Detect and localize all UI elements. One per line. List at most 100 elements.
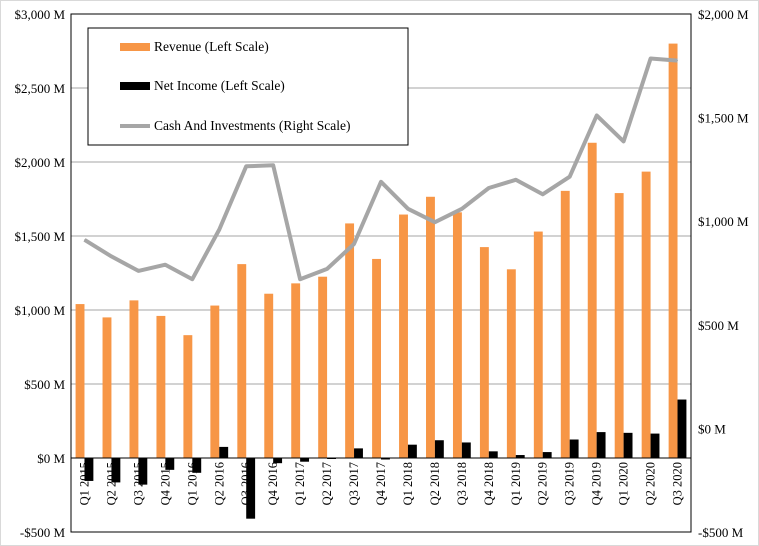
left-axis-tick-label: $500 M xyxy=(24,377,65,392)
net-income-bar xyxy=(111,458,121,483)
revenue-bar xyxy=(129,300,139,458)
cash-point xyxy=(461,208,463,210)
x-axis-tick-label: Q1 2019 xyxy=(509,462,523,505)
net-income-bar xyxy=(165,458,175,470)
legend-revenue-label: Revenue (Left Scale) xyxy=(154,39,269,54)
revenue-bar xyxy=(506,269,516,458)
x-axis-tick-label: Q1 2015 xyxy=(77,462,91,505)
net-income-bar xyxy=(381,458,390,460)
cash-point xyxy=(137,270,139,272)
revenue-bar xyxy=(156,315,166,458)
cash-point xyxy=(380,181,382,183)
x-axis-tick-label: Q1 2016 xyxy=(185,462,199,505)
revenue-bar xyxy=(452,212,462,458)
revenue-bar xyxy=(641,171,651,458)
net-income-bar xyxy=(273,458,283,464)
right-axis-tick-label: $1,500 M xyxy=(698,111,749,126)
net-income-bar xyxy=(623,432,633,458)
revenue-bar xyxy=(372,258,381,458)
revenue-bar xyxy=(479,247,489,458)
cash-point xyxy=(677,60,679,62)
x-axis-tick-label: Q3 2015 xyxy=(131,462,145,505)
left-axis-tick-label: -$500 M xyxy=(20,525,66,540)
revenue-bar xyxy=(587,142,597,458)
cash-point xyxy=(110,255,112,257)
x-axis-tick-label: Q1 2020 xyxy=(617,462,631,505)
left-axis-tick-label: $1,500 M xyxy=(14,229,65,244)
left-axis-tick-label: $2,500 M xyxy=(14,81,65,96)
net-income-bar xyxy=(138,458,148,485)
cash-point xyxy=(596,115,598,117)
legend-net-income-label: Net Income (Left Scale) xyxy=(154,78,285,93)
revenue-bar xyxy=(318,276,328,458)
net-income-bar xyxy=(596,432,606,458)
x-axis-tick-label: Q2 2015 xyxy=(104,462,118,505)
cash-point xyxy=(272,164,274,166)
net-income-bar xyxy=(84,458,94,481)
revenue-bar xyxy=(291,283,301,458)
cash-point xyxy=(245,165,247,167)
right-axis-tick-label: $1,000 M xyxy=(698,214,749,229)
x-axis-tick-label: Q3 2018 xyxy=(455,462,469,505)
revenue-bar xyxy=(183,335,193,458)
x-axis-tick-label: Q4 2018 xyxy=(482,462,496,505)
revenue-bar xyxy=(210,305,220,458)
revenue-bar xyxy=(426,196,435,458)
x-axis-tick-label: Q1 2018 xyxy=(401,462,415,505)
revenue-bar xyxy=(533,231,543,458)
right-axis-tick-label: -$500 M xyxy=(698,525,744,540)
right-axis-tick-label: $0 M xyxy=(698,421,726,436)
revenue-bar xyxy=(102,317,112,458)
net-income-bar xyxy=(219,446,229,458)
revenue-bar xyxy=(345,223,355,458)
cash-point xyxy=(407,208,409,210)
cash-point xyxy=(353,243,355,245)
right-axis-tick-label: $500 M xyxy=(698,318,739,333)
cash-point xyxy=(569,176,571,178)
revenue-bar xyxy=(264,293,274,458)
net-income-bar xyxy=(407,444,417,458)
cash-point xyxy=(164,264,166,266)
cash-point xyxy=(218,228,220,230)
revenue-bar xyxy=(668,43,678,458)
cash-point xyxy=(542,193,544,195)
net-income-bar xyxy=(569,439,579,458)
net-income-bar xyxy=(542,452,552,458)
x-axis-tick-label: Q2 2020 xyxy=(644,462,658,505)
revenue-bar xyxy=(75,304,85,458)
x-axis-tick-label: Q4 2019 xyxy=(590,462,604,505)
cash-point xyxy=(650,58,652,60)
cash-point xyxy=(299,278,301,280)
left-axis-tick-label: $1,000 M xyxy=(14,303,65,318)
net-income-bar xyxy=(354,448,363,458)
x-axis-tick-label: Q2 2018 xyxy=(428,462,442,505)
net-income-bar xyxy=(246,458,256,519)
cash-line xyxy=(83,56,679,282)
left-axis-tick-label: $2,000 M xyxy=(14,155,65,170)
net-income-bar xyxy=(434,440,444,458)
left-axis-tick-label: $0 M xyxy=(37,451,65,466)
net-income-bar xyxy=(192,458,202,473)
x-axis-tick-label: Q2 2017 xyxy=(320,462,334,505)
bars xyxy=(75,43,687,519)
x-axis-tick-label: Q1 2017 xyxy=(293,462,307,505)
revenue-bar xyxy=(614,193,624,458)
revenue-bar xyxy=(399,214,408,458)
right-axis-tick-label: $2,000 M xyxy=(698,7,749,22)
right-axis-ticks: -$500 M $0 M $500 M $1,000 M $1,500 M $2,000 … xyxy=(698,7,749,540)
x-axis-tick-label: Q2 2016 xyxy=(212,462,226,505)
x-axis-ticks: Q1 2015 Q2 2015 Q3 2015 Q4 2015 Q1 2016 Q2 20… xyxy=(77,462,684,505)
cash-point xyxy=(488,187,490,189)
x-axis-tick-label: Q3 2020 xyxy=(671,462,685,505)
net-income-bar xyxy=(300,458,310,462)
plot-area-border xyxy=(70,13,692,533)
x-axis-tick-label: Q4 2015 xyxy=(158,462,172,505)
revenue-bar xyxy=(237,264,247,458)
net-income-bar xyxy=(677,399,687,458)
net-income-bar xyxy=(461,442,471,458)
cash-point xyxy=(191,278,193,280)
left-axis-ticks: -$500 M $0 M $500 M $1,000 M $1,500 M $2,000 … xyxy=(14,7,65,540)
x-axis-tick-label: Q3 2017 xyxy=(347,462,361,505)
x-axis-tick-label: Q2 2019 xyxy=(536,462,550,505)
